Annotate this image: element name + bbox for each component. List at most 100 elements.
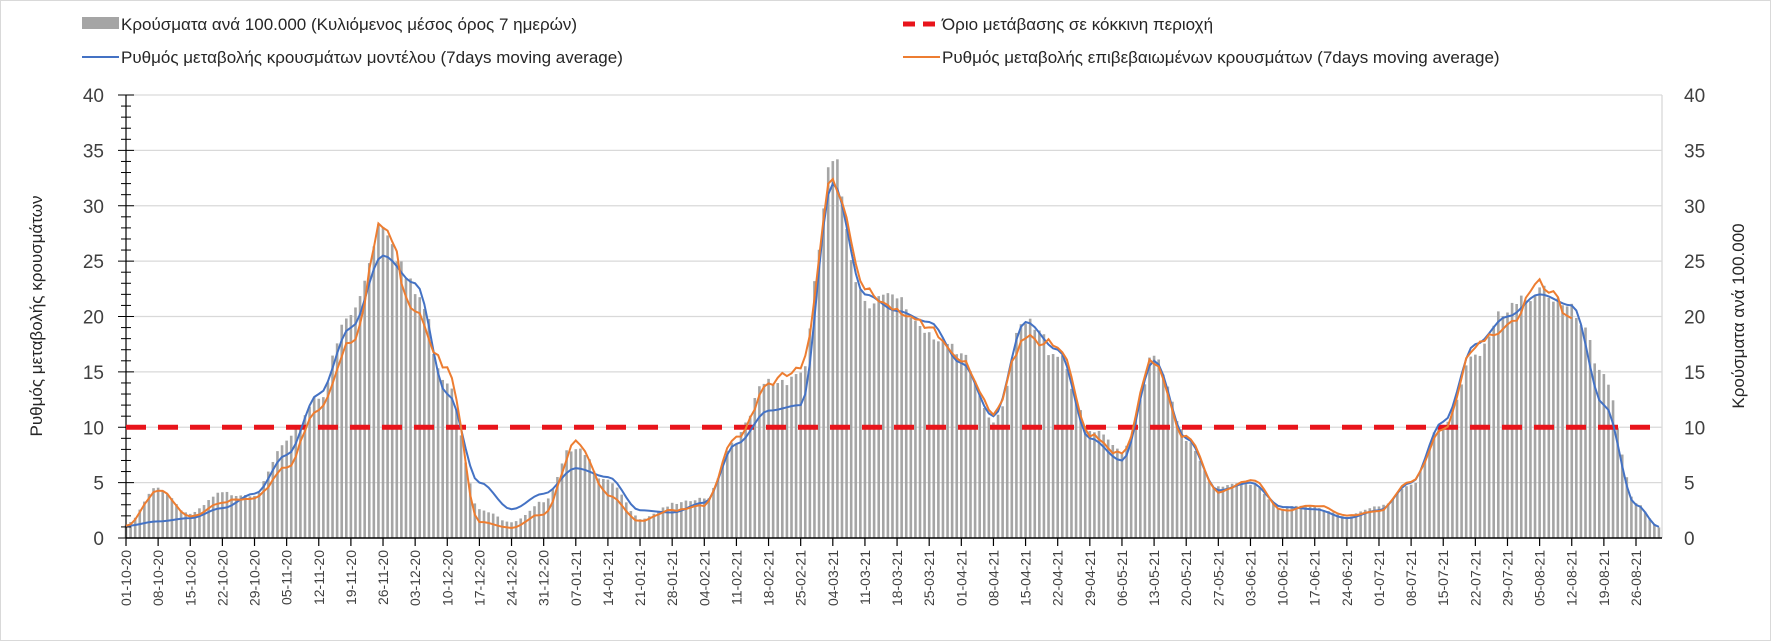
bar xyxy=(1290,506,1294,538)
legend-label-model: Ρυθμός μεταβολής κρουσμάτων μοντέλου (7d… xyxy=(121,48,623,67)
x-tick-label: 12-08-21 xyxy=(1564,550,1580,606)
bar xyxy=(583,454,587,538)
bar xyxy=(432,353,435,538)
bar xyxy=(950,343,954,538)
x-tick-label: 25-03-21 xyxy=(921,550,937,606)
bar xyxy=(960,353,963,538)
x-tick-label: 04-02-21 xyxy=(696,550,712,606)
bar xyxy=(331,355,334,538)
bar xyxy=(987,417,991,538)
bar xyxy=(533,506,536,538)
bar xyxy=(551,489,555,538)
bar xyxy=(1120,454,1124,538)
bar xyxy=(1010,361,1014,538)
bar xyxy=(629,511,633,538)
bar xyxy=(1239,483,1243,538)
x-tick-label: 20-05-21 xyxy=(1178,550,1194,606)
bar xyxy=(840,196,844,539)
bar xyxy=(211,496,215,538)
bar xyxy=(1345,517,1349,538)
bar xyxy=(1455,399,1459,538)
bar xyxy=(455,409,458,538)
bar xyxy=(1611,400,1615,538)
y-tick-label-left: 15 xyxy=(83,363,104,384)
bar xyxy=(1171,401,1174,538)
bar xyxy=(1083,425,1087,538)
bar xyxy=(1005,385,1009,538)
bar xyxy=(941,340,945,538)
bar xyxy=(1065,369,1069,538)
bar xyxy=(271,461,275,538)
bar xyxy=(716,478,720,538)
bar xyxy=(1047,355,1050,538)
bar xyxy=(1152,355,1156,538)
bar xyxy=(1318,508,1321,538)
bar xyxy=(808,328,812,538)
bar xyxy=(129,522,132,538)
bar xyxy=(1056,356,1060,538)
x-tick-label: 19-08-21 xyxy=(1596,550,1612,606)
bar xyxy=(725,450,729,538)
bar xyxy=(501,520,504,538)
x-tick-label: 22-10-20 xyxy=(214,550,230,606)
bar xyxy=(849,260,853,538)
bar xyxy=(969,371,972,538)
x-tick-label: 24-06-21 xyxy=(1339,550,1355,606)
bar xyxy=(1529,301,1532,538)
bar xyxy=(661,507,665,538)
bar xyxy=(152,488,155,538)
bar xyxy=(611,483,614,538)
bar xyxy=(248,496,252,538)
bar xyxy=(712,487,715,538)
bar xyxy=(569,451,573,538)
bar xyxy=(478,509,481,538)
bar xyxy=(602,478,605,538)
y-tick-label-left: 25 xyxy=(83,252,104,273)
x-tick-label: 29-04-21 xyxy=(1082,550,1098,606)
bar xyxy=(166,494,169,538)
bar xyxy=(680,502,683,538)
x-tick-label: 18-02-21 xyxy=(761,550,777,606)
bar xyxy=(395,261,399,538)
bar xyxy=(262,481,265,538)
bar xyxy=(1643,511,1647,538)
bar xyxy=(1464,365,1468,538)
bar xyxy=(1088,431,1092,538)
bar xyxy=(790,376,793,538)
bar xyxy=(1184,440,1188,538)
bar xyxy=(377,224,380,538)
bar xyxy=(253,495,256,538)
bar xyxy=(1542,285,1546,538)
bar xyxy=(1097,430,1101,538)
bar xyxy=(652,513,656,538)
bar xyxy=(289,435,293,538)
y-tick-label-right: 25 xyxy=(1684,252,1705,273)
bar xyxy=(684,500,688,538)
bar xyxy=(1446,421,1450,538)
bar xyxy=(1276,508,1280,538)
axes: 0 0 5 5 10 10 15 15 20 20 25 25 30 30 35 35 40 40 01-10-20… xyxy=(83,86,1705,606)
bar xyxy=(565,450,568,538)
y-tick-label-right: 40 xyxy=(1684,86,1705,107)
bar xyxy=(1428,446,1431,538)
bar xyxy=(418,297,422,538)
x-tick-label: 15-10-20 xyxy=(182,550,198,606)
bar xyxy=(836,159,839,538)
y-tick-label-right: 30 xyxy=(1684,197,1705,218)
x-tick-label: 08-04-21 xyxy=(985,550,1001,606)
bar xyxy=(1565,306,1569,538)
bar xyxy=(473,503,477,538)
bar xyxy=(1561,305,1564,538)
bar xyxy=(1584,327,1587,538)
bar xyxy=(257,492,261,538)
bar xyxy=(317,398,321,538)
bar xyxy=(459,435,463,538)
bar xyxy=(322,397,325,538)
bar xyxy=(1487,336,1491,538)
bar xyxy=(1492,325,1496,538)
bar xyxy=(381,226,385,538)
bar xyxy=(670,502,674,538)
bar xyxy=(423,308,426,538)
y-tick-label-left: 35 xyxy=(83,141,104,162)
